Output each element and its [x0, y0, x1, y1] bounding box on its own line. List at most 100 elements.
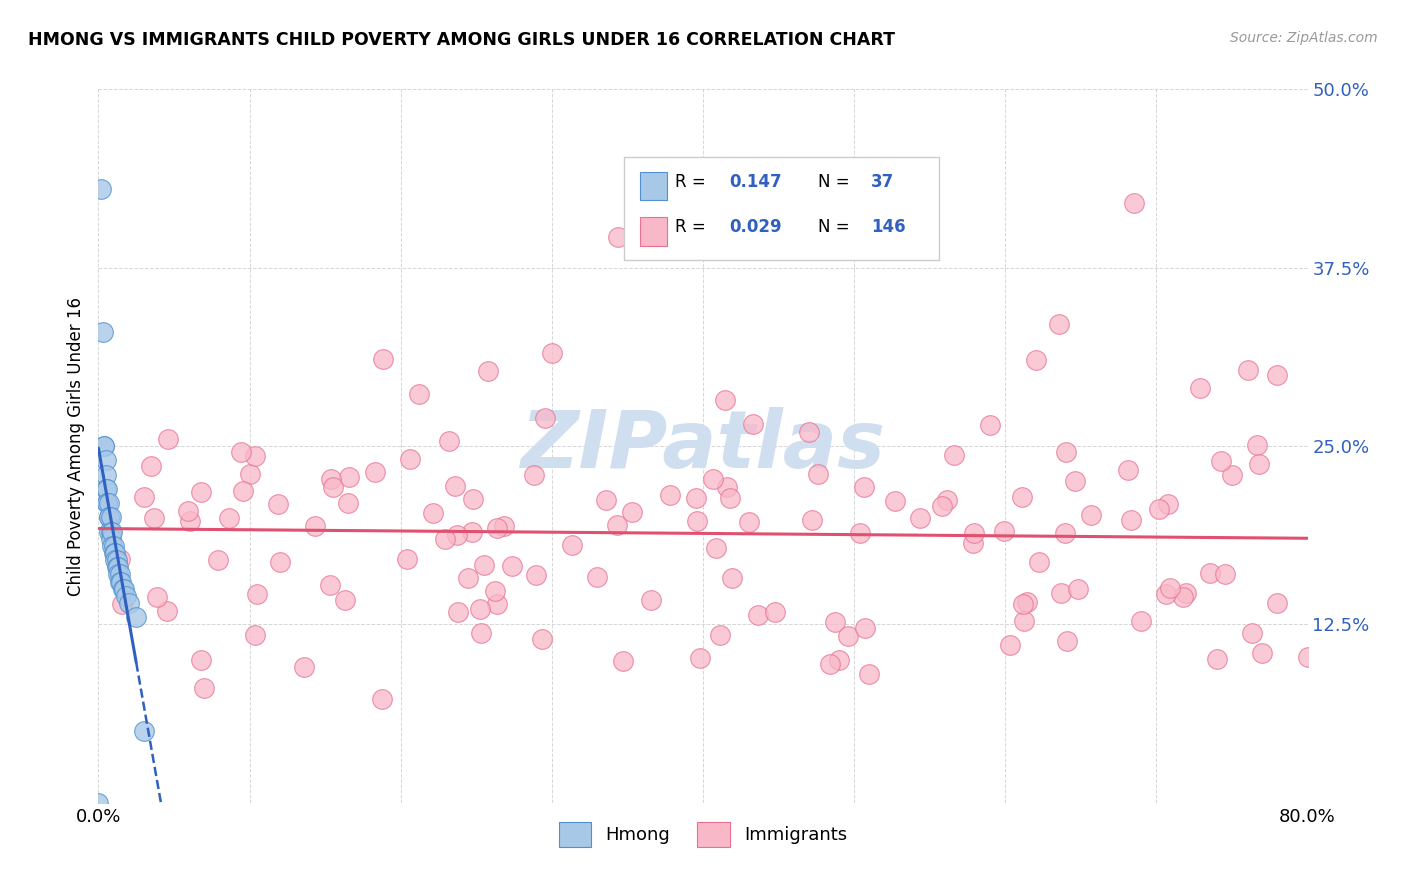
Point — [107, 560, 129, 574]
Point — [716, 480, 738, 494]
Point — [98, 510, 121, 524]
Text: ZIPatlas: ZIPatlas — [520, 407, 886, 485]
Point — [461, 491, 484, 506]
Point — [105, 560, 128, 574]
Point — [232, 484, 254, 499]
Point — [1129, 615, 1152, 629]
Point — [101, 524, 124, 539]
Text: HMONG VS IMMIGRANTS CHILD POVERTY AMONG GIRLS UNDER 16 CORRELATION CHART: HMONG VS IMMIGRANTS CHILD POVERTY AMONG … — [28, 31, 896, 49]
Text: R =: R = — [675, 219, 706, 236]
Point — [606, 517, 628, 532]
Point — [1159, 581, 1181, 595]
Point — [640, 593, 662, 607]
Point — [1213, 566, 1236, 581]
Point — [132, 724, 155, 739]
Point — [709, 628, 731, 642]
Point — [1080, 508, 1102, 523]
Point — [470, 602, 492, 616]
Point — [193, 681, 215, 695]
Point — [472, 558, 495, 572]
Point — [114, 589, 136, 603]
Point — [132, 490, 155, 504]
Point — [1050, 586, 1073, 600]
Point — [721, 571, 744, 585]
Point — [87, 796, 110, 810]
Point — [304, 519, 326, 533]
Point — [1237, 362, 1260, 376]
Point — [94, 453, 117, 467]
Point — [108, 552, 131, 566]
Text: 0.029: 0.029 — [730, 219, 782, 236]
Point — [408, 386, 430, 401]
Point — [101, 539, 124, 553]
Point — [1189, 380, 1212, 394]
Point — [146, 590, 169, 604]
Point — [93, 439, 115, 453]
Point — [96, 482, 118, 496]
Point — [111, 597, 134, 611]
Point — [1240, 626, 1263, 640]
Point — [190, 485, 212, 500]
Point — [104, 553, 127, 567]
Point — [704, 541, 727, 555]
Point — [447, 605, 470, 619]
Point — [433, 532, 456, 546]
Point — [1198, 566, 1220, 581]
Point — [118, 596, 141, 610]
Point — [685, 491, 707, 506]
Point — [243, 449, 266, 463]
Point — [485, 521, 508, 535]
Point — [1056, 633, 1078, 648]
Point — [292, 660, 315, 674]
Point — [98, 496, 121, 510]
Point — [1341, 650, 1364, 665]
Point — [207, 553, 229, 567]
Point — [1116, 463, 1139, 477]
Point — [621, 505, 644, 519]
Point — [852, 480, 875, 494]
Point — [1265, 596, 1288, 610]
Point — [486, 597, 509, 611]
Point — [103, 546, 125, 560]
Point — [524, 567, 547, 582]
Text: N =: N = — [818, 219, 849, 236]
Point — [689, 651, 711, 665]
Point — [239, 467, 262, 481]
Text: R =: R = — [675, 173, 706, 191]
Point — [979, 417, 1001, 432]
Point — [747, 607, 769, 622]
Point — [807, 467, 830, 481]
Point — [1064, 474, 1087, 488]
Point — [157, 432, 180, 446]
Point — [461, 524, 484, 539]
Legend: Hmong, Immigrants: Hmong, Immigrants — [551, 814, 855, 855]
Point — [91, 325, 114, 339]
Point — [501, 558, 523, 573]
Point — [457, 571, 479, 585]
Point — [110, 574, 132, 589]
Point — [931, 499, 953, 513]
Point — [1267, 368, 1289, 382]
Point — [1386, 604, 1406, 618]
Point — [321, 472, 343, 486]
Point — [179, 514, 201, 528]
Point — [484, 584, 506, 599]
Point — [269, 555, 291, 569]
Point — [702, 472, 724, 486]
Point — [336, 495, 359, 509]
Point — [108, 574, 131, 589]
Point — [1054, 444, 1077, 458]
Point — [492, 519, 515, 533]
Point — [718, 491, 741, 506]
Point — [143, 511, 166, 525]
Point — [94, 482, 117, 496]
Point — [849, 526, 872, 541]
Text: 0.147: 0.147 — [730, 173, 782, 191]
Point — [396, 551, 419, 566]
Point — [444, 479, 467, 493]
Point — [100, 510, 122, 524]
Point — [93, 439, 115, 453]
Point — [1154, 587, 1177, 601]
Point — [531, 632, 554, 646]
Point — [94, 467, 117, 482]
